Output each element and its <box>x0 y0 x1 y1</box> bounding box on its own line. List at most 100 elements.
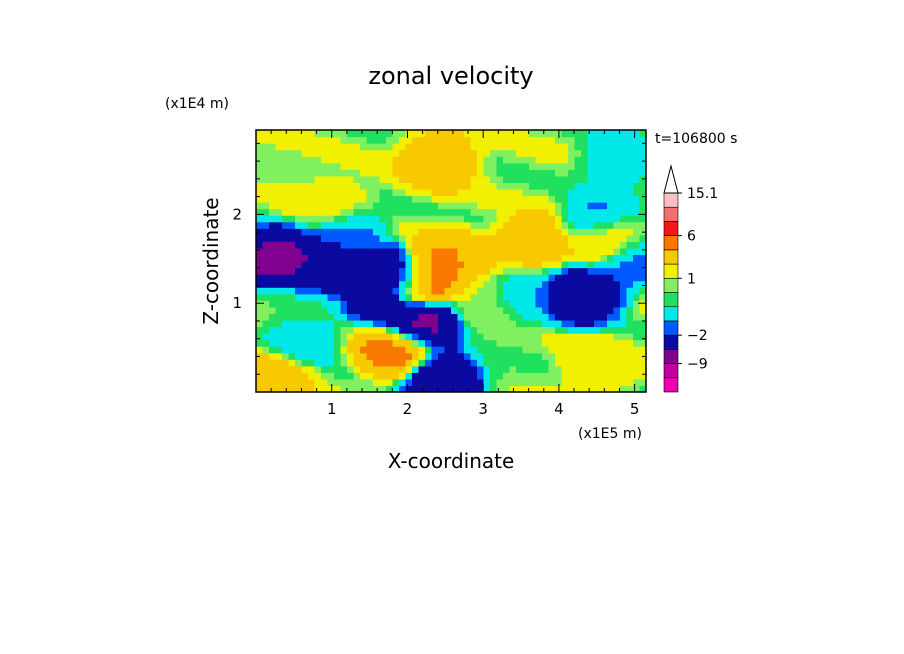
heatmap-cell <box>301 319 309 328</box>
heatmap-cell <box>535 208 543 216</box>
heatmap-cell <box>548 162 556 170</box>
heatmap-cell <box>386 241 394 249</box>
heatmap-cell <box>431 130 439 138</box>
heatmap-cell <box>607 221 615 229</box>
heatmap-cell <box>373 378 381 387</box>
heatmap-cell <box>379 208 387 216</box>
heatmap-cell <box>340 300 348 308</box>
heatmap-cell <box>581 136 589 144</box>
heatmap-cell <box>386 182 394 190</box>
heatmap-cell <box>607 352 615 360</box>
heatmap-cell <box>529 346 537 354</box>
heatmap-cell <box>321 274 329 282</box>
heatmap-cell <box>509 267 517 275</box>
heatmap-cell <box>431 188 439 197</box>
heatmap-cell <box>470 208 478 216</box>
heatmap-cell <box>548 169 556 177</box>
heatmap-cell <box>600 202 608 210</box>
heatmap-cell <box>574 293 582 301</box>
heatmap-cell <box>542 346 550 354</box>
heatmap-cell <box>490 162 498 170</box>
heatmap-cell <box>425 208 433 216</box>
heatmap-cell <box>295 261 303 269</box>
heatmap-cell <box>542 182 550 190</box>
heatmap-cell <box>561 313 569 321</box>
heatmap-cell <box>542 234 550 242</box>
heatmap-cell <box>386 195 394 203</box>
heatmap-cell <box>340 241 348 249</box>
heatmap-cell <box>568 169 576 177</box>
heatmap-cell <box>399 319 407 328</box>
heatmap-cell <box>613 339 621 347</box>
heatmap-cell <box>405 254 413 262</box>
heatmap-cell <box>490 195 498 203</box>
heatmap-cell <box>581 359 589 367</box>
heatmap-cell <box>412 254 420 262</box>
heatmap-cell <box>561 300 569 308</box>
heatmap-cell <box>516 365 524 373</box>
heatmap-cell <box>600 182 608 190</box>
heatmap-cell <box>477 130 485 138</box>
heatmap-cell <box>503 319 511 328</box>
heatmap-cell <box>275 149 283 157</box>
heatmap-cell <box>587 267 595 275</box>
heatmap-cell <box>347 241 355 249</box>
heatmap-cell <box>275 339 283 347</box>
x-tick-label: 1 <box>327 400 337 418</box>
heatmap-cell <box>633 254 641 262</box>
heatmap-cell <box>542 156 550 164</box>
heatmap-cell <box>503 280 511 288</box>
heatmap-cell <box>490 188 498 197</box>
heatmap-cell <box>269 261 277 269</box>
heatmap-cell <box>542 175 550 183</box>
heatmap-cell <box>574 378 582 387</box>
heatmap-cell <box>288 267 296 275</box>
heatmap-cell <box>340 254 348 262</box>
heatmap-cell <box>412 130 420 138</box>
heatmap-cell <box>438 333 446 341</box>
heatmap-cell <box>405 339 413 347</box>
heatmap-cell <box>477 221 485 229</box>
heatmap-cell <box>282 319 290 328</box>
heatmap-cell <box>457 228 465 236</box>
heatmap-cell <box>509 182 517 190</box>
heatmap-cell <box>418 306 426 314</box>
heatmap-cell <box>529 293 537 301</box>
heatmap-cell <box>522 175 530 183</box>
heatmap-cell <box>496 215 504 223</box>
heatmap-cell <box>535 228 543 236</box>
colorbar-tick-label: −9 <box>687 357 708 373</box>
heatmap-cell <box>457 175 465 183</box>
heatmap-cell <box>594 228 602 236</box>
heatmap-cell <box>295 346 303 354</box>
heatmap-cell <box>379 247 387 256</box>
heatmap-cell <box>288 333 296 341</box>
heatmap-cell <box>587 274 595 282</box>
heatmap-cell <box>568 326 576 334</box>
heatmap-cell <box>503 208 511 216</box>
heatmap-cell <box>360 319 368 328</box>
heatmap-cell <box>457 162 465 170</box>
heatmap-cell <box>256 300 264 308</box>
heatmap-cell <box>327 267 335 275</box>
heatmap-cell <box>555 352 563 360</box>
heatmap-cell <box>516 175 524 183</box>
heatmap-cell <box>314 182 322 190</box>
heatmap-cell <box>301 306 309 314</box>
heatmap-cell <box>581 365 589 373</box>
heatmap-cell <box>535 143 543 151</box>
heatmap-cell <box>581 346 589 354</box>
heatmap-cell <box>444 182 452 190</box>
heatmap-cell <box>620 188 628 197</box>
heatmap-cell <box>334 143 342 151</box>
heatmap-cell <box>347 156 355 164</box>
heatmap-cell <box>282 228 290 236</box>
heatmap-cell <box>633 352 641 360</box>
heatmap-cell <box>464 208 472 216</box>
heatmap-cell <box>327 254 335 262</box>
heatmap-cell <box>470 136 478 144</box>
heatmap-cell <box>418 346 426 354</box>
heatmap-cell <box>288 352 296 360</box>
heatmap-cell <box>386 293 394 301</box>
heatmap-cell <box>548 267 556 275</box>
